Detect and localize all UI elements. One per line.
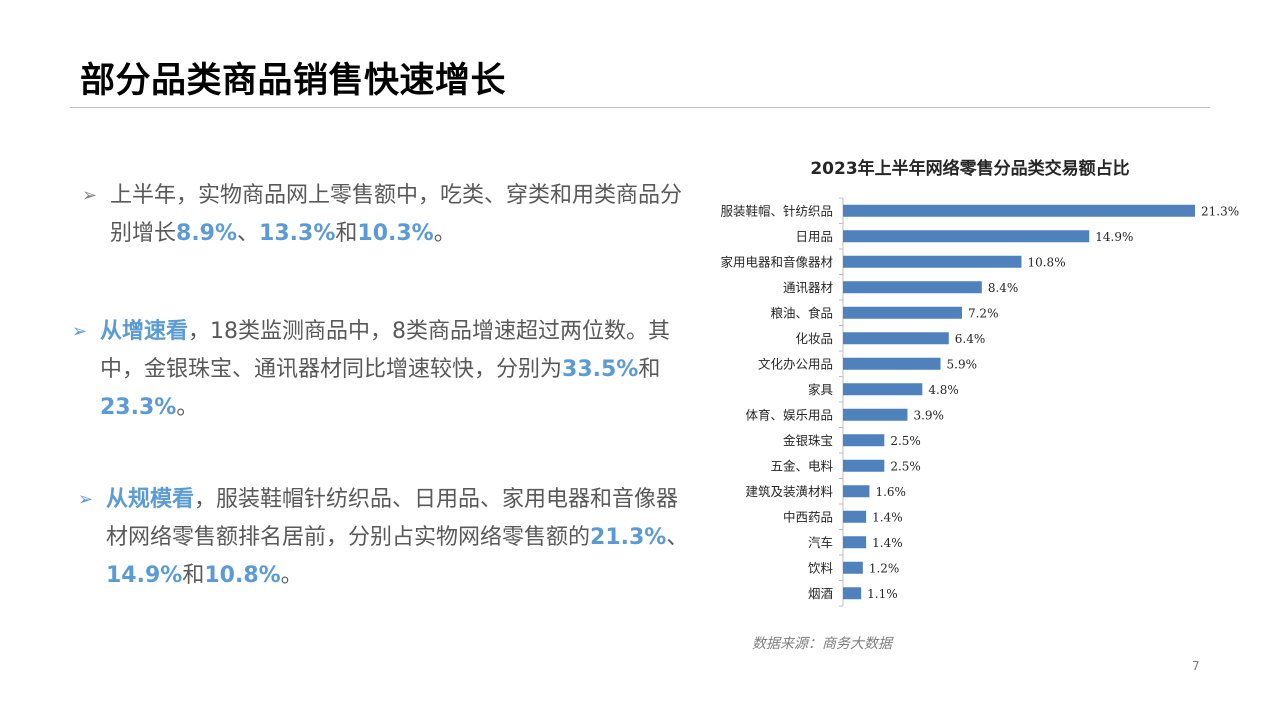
data-label: 7.2%	[968, 306, 999, 320]
data-label: 1.4%	[872, 536, 903, 550]
category-label: 烟酒	[808, 586, 833, 601]
category-label: 体育、娱乐用品	[745, 407, 833, 422]
chart-title: 2023年上半年网络零售分品类交易额占比	[810, 159, 1130, 179]
category-label: 日用品	[795, 229, 833, 244]
category-label: 五金、电料	[770, 458, 833, 473]
category-label: 家用电器和音像器材	[720, 254, 833, 269]
bar	[843, 536, 867, 549]
paragraph-text: 从规模看，服装鞋帽针纺织品、日用品、家用电器和音像器材网络零售额排名居前，分别占…	[106, 487, 689, 588]
category-label: 化妆品	[795, 331, 833, 346]
arrow-bullet-icon: ➢	[78, 489, 94, 510]
category-label: 饮料	[808, 560, 834, 575]
bar	[843, 434, 885, 447]
data-label: 2.5%	[890, 459, 921, 473]
data-label: 6.4%	[955, 332, 986, 346]
category-label: 金银珠宝	[783, 433, 833, 448]
data-label: 5.9%	[947, 357, 978, 371]
data-label: 3.9%	[913, 408, 944, 422]
paragraph-scale: ➢ 从规模看，服装鞋帽针纺织品、日用品、家用电器和音像器材网络零售额排名居前，分…	[78, 481, 698, 595]
data-label: 4.8%	[928, 383, 959, 397]
arrow-bullet-icon: ➢	[72, 321, 88, 342]
data-label: 14.9%	[1095, 230, 1133, 244]
data-label: 1.1%	[867, 587, 898, 601]
slide-title: 部分品类商品销售快速增长	[80, 61, 507, 101]
bar	[843, 281, 982, 294]
category-label: 通讯器材	[783, 280, 833, 295]
category-label: 建筑及装潢材料	[745, 484, 833, 499]
paragraph-lead: 从增速看	[100, 319, 189, 344]
bar	[843, 459, 885, 472]
highlight-value: 13.3%	[259, 221, 336, 246]
data-source-note: 数据来源：商务大数据	[752, 636, 892, 652]
bar	[843, 383, 923, 396]
bar-chart: 服装鞋帽、针纺织品 21.3% 日用品 14.9% 家用电器和音像器材 10.8% 通讯器材…	[720, 197, 1239, 607]
highlight-value: 10.8%	[204, 563, 281, 588]
category-label: 文化办公用品	[758, 356, 833, 371]
data-label: 8.4%	[988, 281, 1019, 295]
data-label: 2.5%	[890, 434, 921, 448]
highlight-value: 14.9%	[106, 563, 183, 588]
highlight-value: 10.3%	[357, 221, 434, 246]
bar	[843, 306, 962, 319]
bar	[843, 408, 908, 421]
bar	[843, 485, 870, 498]
category-label: 粮油、食品	[770, 305, 833, 320]
arrow-bullet-icon: ➢	[82, 185, 98, 206]
bar	[843, 587, 862, 600]
paragraph-growth-rate: ➢ 从增速看，18类监测商品中，8类商品增速超过两位数。其中，金银珠宝、通讯器材…	[72, 313, 702, 427]
highlight-value: 33.5%	[562, 357, 639, 382]
bar	[843, 255, 1022, 268]
category-label: 家具	[808, 382, 834, 397]
highlight-value: 8.9%	[176, 221, 238, 246]
data-label: 1.2%	[869, 561, 900, 575]
page-number: 7	[1192, 659, 1200, 673]
data-label: 10.8%	[1027, 255, 1065, 269]
paragraph-text: 从增速看，18类监测商品中，8类商品增速超过两位数。其中，金银珠宝、通讯器材同比…	[100, 319, 671, 420]
bar	[843, 357, 941, 370]
highlight-value: 23.3%	[100, 395, 177, 420]
paragraph-lead: 从规模看	[106, 487, 195, 512]
category-label: 服装鞋帽、针纺织品	[720, 203, 833, 218]
data-label: 1.6%	[875, 485, 906, 499]
paragraph-growth-by-type: ➢ 上半年，实物商品网上零售额中，吃类、穿类和用类商品分别增长8.9%、13.3…	[82, 177, 682, 253]
category-label: 汽车	[808, 535, 833, 550]
data-label: 21.3%	[1201, 204, 1239, 218]
bar	[843, 230, 1090, 243]
bar	[843, 332, 949, 345]
paragraph-text: 上半年，实物商品网上零售额中，吃类、穿类和用类商品分别增长8.9%、13.3%和…	[110, 183, 683, 246]
bar	[843, 204, 1195, 217]
bar	[843, 561, 863, 574]
title-divider	[70, 107, 1210, 108]
category-label: 中西药品	[783, 509, 833, 524]
highlight-value: 21.3%	[590, 525, 667, 550]
data-label: 1.4%	[872, 510, 903, 524]
bar	[843, 510, 867, 523]
